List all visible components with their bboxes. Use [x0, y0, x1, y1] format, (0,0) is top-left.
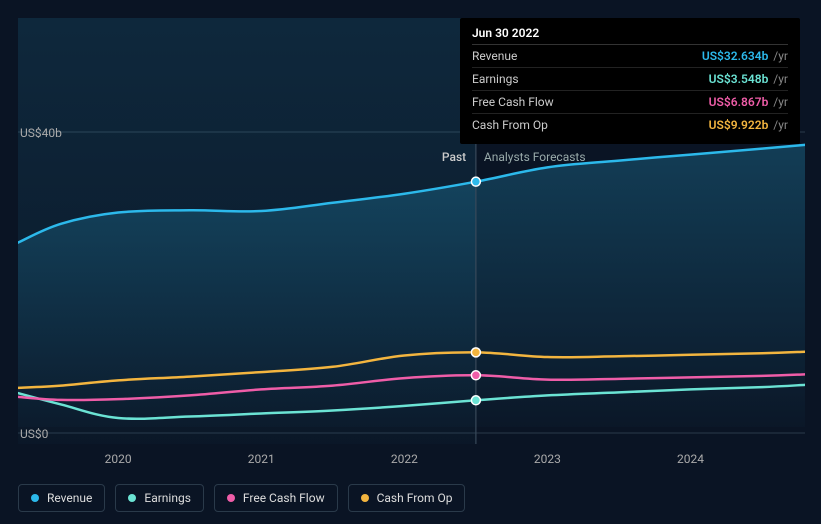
chart-tooltip: Jun 30 2022 Revenue US$32.634b /yr Earning… [460, 18, 800, 144]
tooltip-row: Cash From Op US$9.922b /yr [472, 113, 788, 136]
tooltip-row: Free Cash Flow US$6.867b /yr [472, 90, 788, 113]
x-axis-label: 2023 [534, 452, 561, 466]
forecast-section-label: Analysts Forecasts [484, 150, 586, 164]
legend-dot-icon [128, 494, 136, 502]
tooltip-row-label: Earnings [472, 72, 519, 86]
tooltip-row-value: US$6.867b /yr [709, 95, 788, 109]
x-axis-label: 2020 [105, 452, 132, 466]
legend-dot-icon [227, 494, 235, 502]
x-axis-label: 2024 [677, 452, 704, 466]
marker-dot-earnings [471, 396, 480, 405]
legend-dot-icon [31, 494, 39, 502]
earnings-forecast-chart: US$0 US$40b 2020 2021 2022 2023 2024 Past Ana… [0, 0, 821, 524]
chart-legend: Revenue Earnings Free Cash Flow Cash From O… [18, 484, 465, 512]
legend-item-fcf[interactable]: Free Cash Flow [214, 484, 338, 512]
legend-item-label: Free Cash Flow [243, 491, 325, 505]
marker-dot-fcf [471, 371, 480, 380]
legend-item-label: Cash From Op [377, 491, 453, 505]
tooltip-row-value: US$32.634b /yr [702, 49, 788, 63]
y-axis-label: US$0 [20, 427, 48, 441]
tooltip-row: Revenue US$32.634b /yr [472, 44, 788, 67]
legend-dot-icon [361, 494, 369, 502]
tooltip-row-label: Cash From Op [472, 118, 548, 132]
legend-item-label: Revenue [47, 491, 92, 505]
legend-item-cfo[interactable]: Cash From Op [348, 484, 466, 512]
legend-item-earnings[interactable]: Earnings [115, 484, 204, 512]
tooltip-row-value: US$3.548b /yr [709, 72, 788, 86]
tooltip-row: Earnings US$3.548b /yr [472, 67, 788, 90]
marker-dot-cfo [471, 348, 480, 357]
tooltip-date: Jun 30 2022 [472, 26, 788, 44]
marker-dot-revenue [471, 177, 480, 186]
y-axis-label: US$40b [20, 126, 62, 140]
past-section-label: Past [442, 150, 466, 164]
legend-item-revenue[interactable]: Revenue [18, 484, 105, 512]
tooltip-row-label: Revenue [472, 49, 517, 63]
x-axis-label: 2021 [248, 452, 275, 466]
x-axis-label: 2022 [391, 452, 418, 466]
tooltip-row-label: Free Cash Flow [472, 95, 554, 109]
legend-item-label: Earnings [144, 491, 191, 505]
tooltip-row-value: US$9.922b /yr [709, 118, 788, 132]
